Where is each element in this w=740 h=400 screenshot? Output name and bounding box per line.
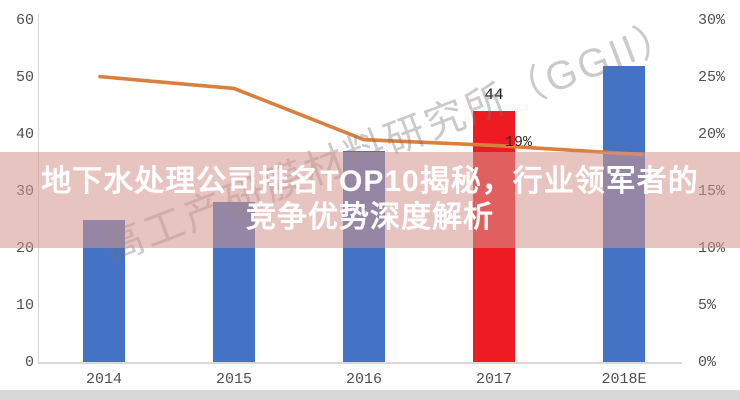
headline-line-2: 竞争优势深度解析 [246,201,494,234]
bar-value-label-2017: 44 [484,86,504,104]
headline-line-1: 地下水处理公司排名TOP10揭秘，行业领军者的 [41,165,699,198]
x-axis-label-2015: 2015 [215,371,252,388]
left-tick-label: 40 [15,126,34,143]
left-tick-label: 0 [24,354,34,371]
right-tick-label: 30% [698,12,726,29]
x-axis-label-2016: 2016 [345,371,382,388]
x-axis-label-2018E: 2018E [601,371,647,388]
right-tick-label: 5% [698,297,717,314]
x-axis-label-2017: 2017 [475,371,512,388]
headline-overlay: 地下水处理公司排名TOP10揭秘，行业领军者的 竞争优势深度解析 [0,152,740,248]
left-tick-label: 10 [15,297,34,314]
right-tick-label: 0% [698,354,717,371]
line-value-label-2017: 19% [505,134,533,151]
left-tick-label: 60 [15,12,34,29]
page-footer-strip [0,390,740,400]
right-tick-label: 25% [698,69,726,86]
x-axis-label-2014: 2014 [85,371,122,388]
x-axis-line [38,362,682,364]
right-tick-label: 20% [698,126,726,143]
left-tick-label: 50 [15,69,34,86]
